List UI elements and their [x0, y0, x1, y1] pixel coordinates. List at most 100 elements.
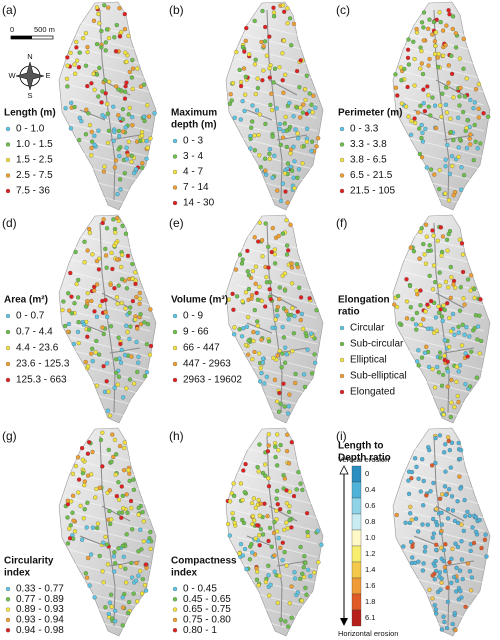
- gully-dot: [440, 28, 446, 33]
- gully-dot: [113, 472, 118, 477]
- channel: [79, 222, 141, 414]
- hillshade: [403, 614, 485, 636]
- gully-dot: [237, 551, 242, 556]
- gully-dot: [116, 374, 122, 379]
- gully-dot: [75, 329, 81, 335]
- gully-dot: [406, 469, 412, 474]
- gully-dot: [257, 351, 262, 356]
- gully-dot: [238, 83, 244, 89]
- gully-dot: [422, 108, 428, 114]
- hillshade: [69, 97, 151, 119]
- gully-dot: [453, 31, 458, 36]
- gully-dot: [243, 461, 248, 467]
- gully-dot: [451, 574, 457, 580]
- gully-dot: [69, 294, 74, 299]
- gully-dot: [457, 308, 463, 313]
- legend-dot: [339, 341, 345, 347]
- gully-dot: [421, 87, 426, 92]
- gully-dot: [294, 105, 299, 110]
- gully-dot: [422, 549, 428, 554]
- gully-dot: [104, 361, 110, 366]
- gully-dot: [86, 555, 91, 561]
- gully-dot: [304, 511, 310, 516]
- gully-dot: [274, 488, 280, 494]
- gully-dot: [405, 47, 411, 52]
- gully-dot: [129, 153, 134, 158]
- gully-dot: [117, 34, 123, 39]
- gully-dot: [112, 129, 117, 135]
- gully-dot: [458, 456, 463, 462]
- gully-dot: [417, 256, 422, 261]
- gully-dot: [252, 62, 258, 67]
- gully-dot: [282, 404, 287, 409]
- gully-dot: [124, 532, 129, 537]
- gully-dot: [282, 271, 288, 276]
- gully-dot: [414, 288, 419, 293]
- gully-dot: [257, 284, 262, 290]
- gully-dot: [88, 552, 94, 557]
- gully-dot: [81, 322, 87, 327]
- gully-dot: [291, 175, 296, 180]
- gully-dot: [468, 132, 473, 137]
- gully-dot: [295, 131, 300, 136]
- gully-dot: [483, 532, 488, 537]
- gully-dot: [263, 462, 268, 467]
- hillshade: [236, 497, 318, 519]
- legend-label: 3 - 4: [183, 151, 203, 162]
- gully-dot: [286, 317, 291, 322]
- gully-dot: [251, 496, 257, 501]
- gully-dot: [255, 464, 260, 470]
- gully-dot: [421, 38, 426, 43]
- gully-dot: [434, 547, 439, 553]
- gully-dot: [243, 92, 248, 97]
- gully-dot: [458, 486, 463, 491]
- gully-dot: [293, 380, 298, 386]
- gully-dot: [468, 384, 473, 389]
- gully-dot: [250, 513, 256, 519]
- gully-dot: [442, 450, 447, 455]
- gully-dot: [230, 511, 235, 516]
- gully-dot: [68, 126, 74, 131]
- gully-dot: [230, 80, 236, 86]
- legend-dot: [339, 325, 345, 331]
- gully-dot: [134, 578, 139, 583]
- gully-dot: [440, 91, 445, 96]
- gully-dot: [449, 53, 454, 59]
- gully-dot: [437, 10, 442, 15]
- gully-dot: [271, 5, 276, 10]
- gully-dot: [438, 307, 443, 312]
- gully-dot: [79, 445, 85, 451]
- gully-dot: [144, 156, 149, 161]
- gully-dot: [252, 148, 258, 153]
- gully-dot: [83, 359, 88, 365]
- gully-dot: [134, 339, 139, 345]
- hillshade: [236, 84, 318, 106]
- gully-dot: [284, 252, 290, 257]
- legend-label: 2963 - 19602: [183, 375, 242, 386]
- gully-dot: [125, 510, 130, 515]
- gully-dot: [288, 164, 293, 169]
- gully-dot: [103, 40, 108, 45]
- gully-dot: [85, 364, 91, 369]
- gully-dot: [247, 52, 252, 57]
- gully-dot: [289, 261, 294, 266]
- gully-dot: [422, 252, 427, 257]
- hillshade: [236, 562, 318, 584]
- gully-dot: [128, 498, 134, 504]
- gully-dot: [124, 157, 129, 162]
- legend-dot: [5, 607, 11, 612]
- gully-dot: [296, 167, 302, 172]
- gully-dot: [300, 487, 305, 493]
- gully-dot: [262, 501, 267, 506]
- gully-dot: [283, 72, 288, 77]
- gully-dot: [478, 297, 483, 302]
- gully-dot: [122, 96, 128, 101]
- legend-dot: [172, 154, 178, 159]
- gully-dot: [460, 322, 465, 327]
- gully-dot: [259, 337, 264, 342]
- gully-dot: [123, 84, 128, 89]
- legend-dot: [172, 628, 178, 633]
- gully-dot: [291, 114, 296, 119]
- gully-dot: [259, 238, 265, 243]
